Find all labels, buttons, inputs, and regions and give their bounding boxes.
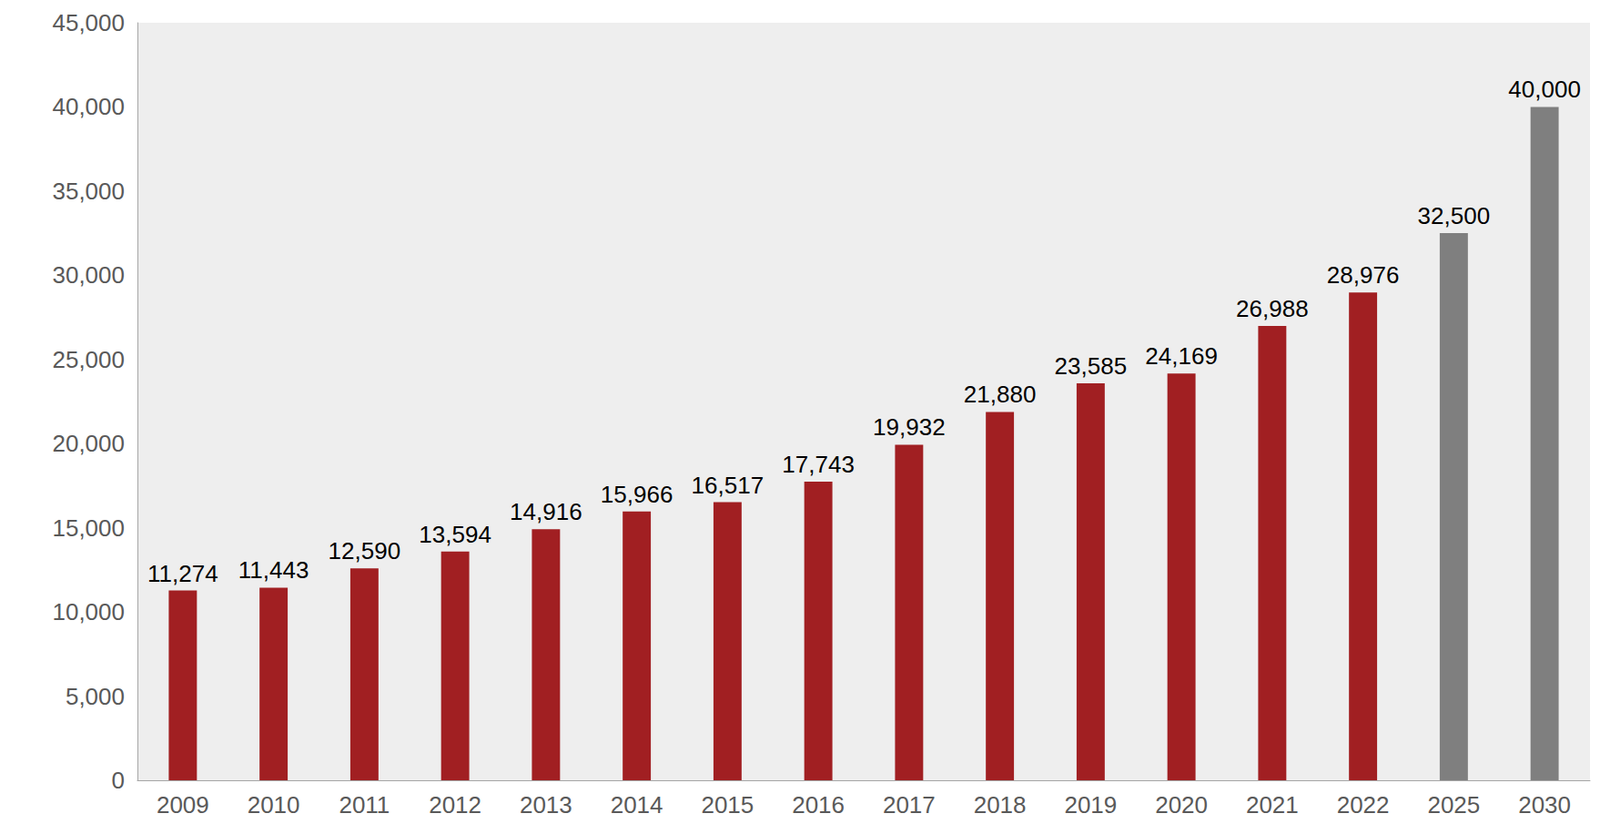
- svg-text:2019: 2019: [1063, 790, 1117, 819]
- svg-text:2013: 2013: [519, 790, 573, 819]
- svg-text:23,585: 23,585: [1054, 352, 1128, 380]
- svg-text:40,000: 40,000: [51, 92, 125, 121]
- svg-text:2012: 2012: [428, 790, 482, 819]
- svg-text:2017: 2017: [882, 790, 936, 819]
- svg-text:2018: 2018: [973, 790, 1027, 819]
- svg-text:35,000: 35,000: [51, 177, 125, 205]
- svg-text:2020: 2020: [1154, 790, 1208, 819]
- svg-text:0: 0: [111, 766, 125, 794]
- svg-text:15,966: 15,966: [600, 480, 674, 508]
- svg-text:2021: 2021: [1245, 790, 1299, 819]
- svg-text:2009: 2009: [156, 790, 210, 819]
- svg-text:30,000: 30,000: [51, 261, 125, 289]
- svg-text:17,743: 17,743: [781, 450, 855, 478]
- svg-text:15,000: 15,000: [51, 514, 125, 542]
- svg-text:24,169: 24,169: [1144, 342, 1218, 370]
- svg-text:25,000: 25,000: [51, 345, 125, 374]
- svg-text:26,988: 26,988: [1235, 294, 1309, 323]
- svg-text:2014: 2014: [610, 790, 664, 819]
- svg-text:2016: 2016: [791, 790, 845, 819]
- svg-text:5,000: 5,000: [65, 682, 125, 710]
- svg-text:2025: 2025: [1427, 790, 1480, 819]
- svg-text:20,000: 20,000: [51, 429, 125, 457]
- svg-text:40,000: 40,000: [1508, 75, 1581, 103]
- svg-text:2010: 2010: [247, 790, 301, 819]
- svg-text:16,517: 16,517: [691, 471, 765, 499]
- svg-text:2015: 2015: [700, 790, 754, 819]
- svg-text:2011: 2011: [338, 790, 390, 819]
- svg-text:14,916: 14,916: [509, 497, 583, 526]
- svg-text:11,274: 11,274: [147, 559, 219, 588]
- svg-text:2030: 2030: [1518, 790, 1571, 819]
- svg-text:13,594: 13,594: [418, 520, 492, 548]
- svg-text:11,443: 11,443: [238, 556, 310, 584]
- svg-text:12,590: 12,590: [328, 536, 402, 565]
- svg-text:10,000: 10,000: [51, 597, 125, 626]
- svg-text:21,880: 21,880: [963, 380, 1037, 408]
- svg-text:28,976: 28,976: [1326, 261, 1400, 289]
- svg-text:19,932: 19,932: [872, 413, 946, 441]
- svg-text:32,500: 32,500: [1417, 202, 1491, 230]
- svg-text:45,000: 45,000: [51, 9, 125, 37]
- svg-text:2022: 2022: [1336, 790, 1390, 819]
